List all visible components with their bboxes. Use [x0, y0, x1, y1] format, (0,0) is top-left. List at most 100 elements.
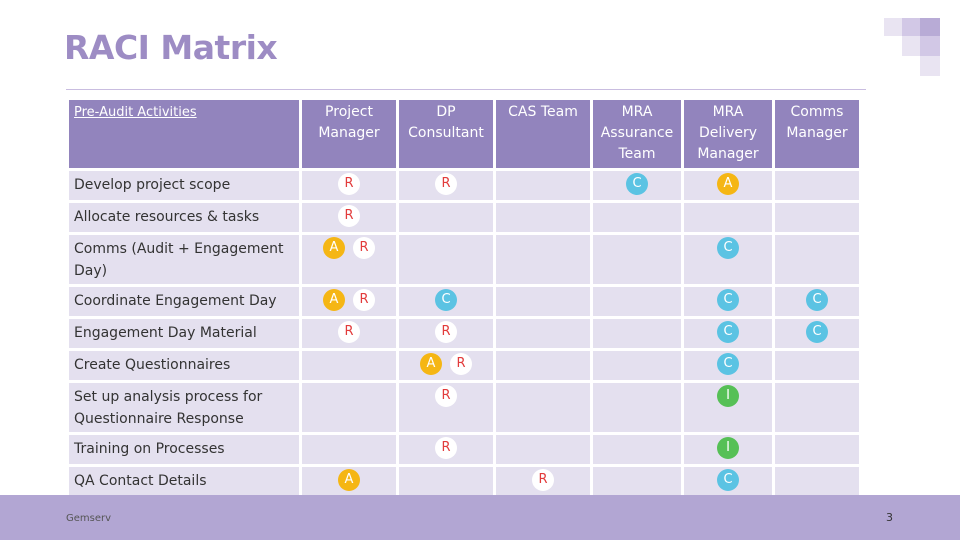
raci-code-c: C — [806, 289, 828, 311]
raci-cell — [399, 203, 493, 232]
table-row: Comms (Audit + Engagement Day) A R C — [69, 235, 859, 284]
raci-code-r: R — [435, 437, 457, 459]
raci-cell — [684, 203, 772, 232]
role-header: Comms Manager — [775, 100, 859, 168]
raci-cell: C — [684, 287, 772, 316]
table-row: Develop project scope R R C A — [69, 171, 859, 200]
raci-cell: R — [399, 171, 493, 200]
raci-cell — [496, 287, 590, 316]
raci-cell — [496, 383, 590, 432]
role-header: Project Manager — [302, 100, 396, 168]
raci-cell — [775, 383, 859, 432]
activity-cell: Training on Processes — [69, 435, 299, 464]
raci-code-a: A — [717, 173, 739, 195]
raci-cell — [593, 435, 681, 464]
raci-cell — [496, 435, 590, 464]
role-header: MRA Assurance Team — [593, 100, 681, 168]
raci-cell: R — [399, 435, 493, 464]
raci-code-i: I — [717, 385, 739, 407]
activity-cell: Develop project scope — [69, 171, 299, 200]
raci-code-r: R — [353, 237, 375, 259]
activity-cell: QA Contact Details — [69, 467, 299, 496]
raci-cell — [496, 351, 590, 380]
raci-cell: C — [684, 319, 772, 348]
raci-cell — [593, 203, 681, 232]
role-header: CAS Team — [496, 100, 590, 168]
raci-code-a: A — [323, 289, 345, 311]
activity-cell: Engagement Day Material — [69, 319, 299, 348]
raci-code-c: C — [717, 353, 739, 375]
footer-bar: Gemserv 3 — [0, 495, 960, 540]
raci-code-c: C — [806, 321, 828, 343]
company-name: Gemserv — [66, 513, 112, 524]
raci-cell: A — [684, 171, 772, 200]
raci-cell — [496, 319, 590, 348]
raci-cell: A — [302, 467, 396, 496]
raci-code-a: A — [338, 469, 360, 491]
raci-code-c: C — [717, 289, 739, 311]
raci-code-c: C — [717, 237, 739, 259]
raci-cell: C — [775, 319, 859, 348]
raci-code-i: I — [717, 437, 739, 459]
activity-cell: Set up analysis process for Questionnair… — [69, 383, 299, 432]
raci-cell — [593, 351, 681, 380]
table-row: Set up analysis process for Questionnair… — [69, 383, 859, 432]
raci-code-r: R — [450, 353, 472, 375]
raci-cell — [496, 171, 590, 200]
raci-code-r: R — [338, 173, 360, 195]
table-row: QA Contact Details A R C — [69, 467, 859, 496]
page-number: 3 — [886, 511, 893, 524]
raci-code-r: R — [435, 321, 457, 343]
raci-code-c: C — [717, 321, 739, 343]
raci-cell: C — [684, 235, 772, 284]
raci-cell — [593, 383, 681, 432]
raci-code-c: C — [717, 469, 739, 491]
raci-table: Pre-Audit Activities Project Manager DP … — [66, 97, 862, 499]
activity-column-header: Pre-Audit Activities — [69, 100, 299, 168]
raci-cell — [775, 171, 859, 200]
activity-cell: Create Questionnaires — [69, 351, 299, 380]
raci-cell — [496, 203, 590, 232]
raci-code-r: R — [435, 385, 457, 407]
table-row: Training on Processes R I — [69, 435, 859, 464]
raci-cell: R — [302, 171, 396, 200]
activity-cell: Coordinate Engagement Day — [69, 287, 299, 316]
raci-cell — [775, 435, 859, 464]
raci-cell — [775, 235, 859, 284]
raci-cell: C — [593, 171, 681, 200]
raci-code-r: R — [338, 321, 360, 343]
raci-cell — [775, 467, 859, 496]
raci-cell: R — [399, 383, 493, 432]
role-header: DP Consultant — [399, 100, 493, 168]
raci-cell: I — [684, 383, 772, 432]
raci-cell: C — [684, 467, 772, 496]
raci-cell — [593, 467, 681, 496]
raci-cell — [302, 383, 396, 432]
raci-cell: I — [684, 435, 772, 464]
raci-cell: R — [399, 319, 493, 348]
raci-cell — [775, 351, 859, 380]
raci-cell — [593, 287, 681, 316]
raci-cell — [775, 203, 859, 232]
raci-cell — [593, 235, 681, 284]
activity-cell: Comms (Audit + Engagement Day) — [69, 235, 299, 284]
table-row: Engagement Day Material R R C C — [69, 319, 859, 348]
raci-cell — [399, 467, 493, 496]
page-title: RACI Matrix — [64, 28, 278, 67]
raci-code-a: A — [323, 237, 345, 259]
raci-cell — [399, 235, 493, 284]
table-row: Coordinate Engagement Day A R C C C — [69, 287, 859, 316]
raci-code-r: R — [338, 205, 360, 227]
raci-cell: R — [302, 203, 396, 232]
title-divider — [66, 89, 866, 90]
raci-code-c: C — [626, 173, 648, 195]
raci-cell: C — [684, 351, 772, 380]
raci-code-r: R — [353, 289, 375, 311]
raci-cell — [302, 435, 396, 464]
raci-code-r: R — [532, 469, 554, 491]
table-row: Allocate resources & tasks R — [69, 203, 859, 232]
raci-code-c: C — [435, 289, 457, 311]
